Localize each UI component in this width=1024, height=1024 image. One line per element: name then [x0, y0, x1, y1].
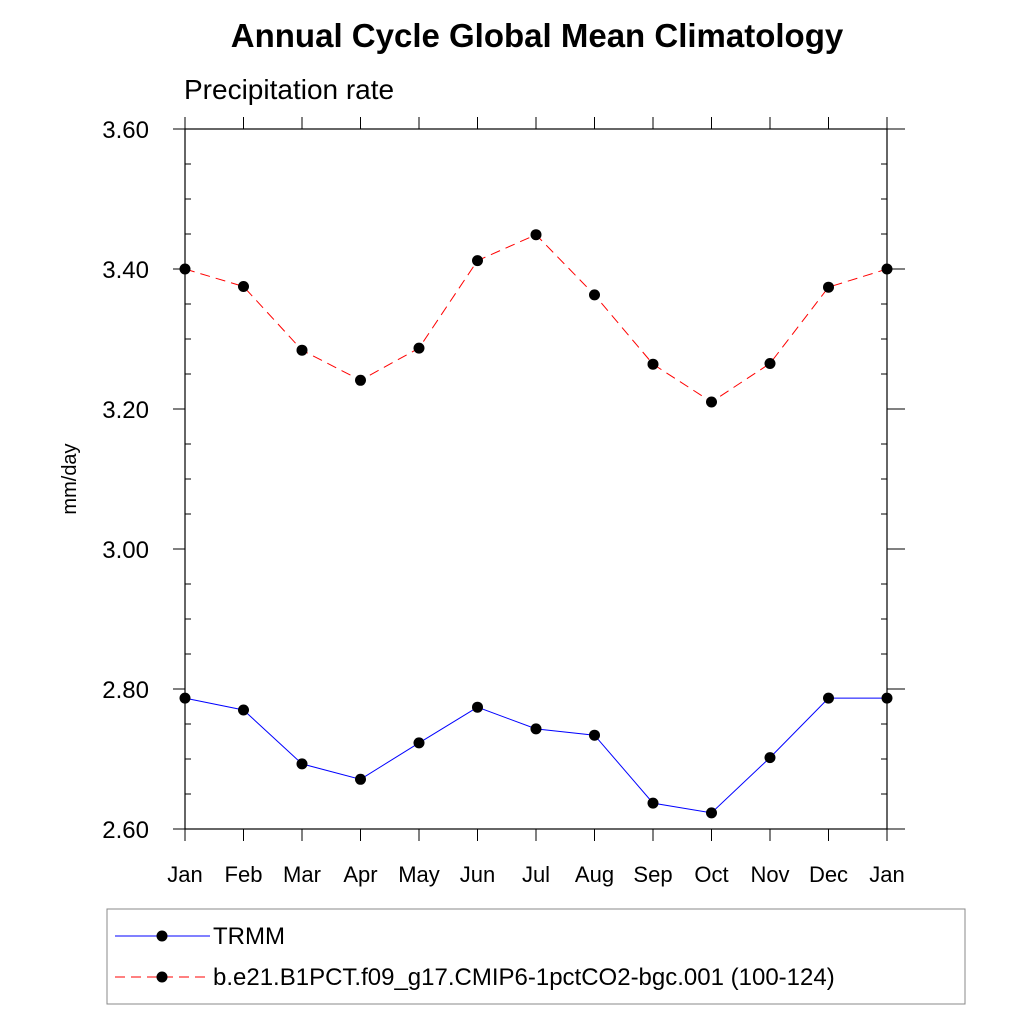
data-point-0-2 [296, 758, 308, 770]
data-point-1-7 [589, 289, 600, 301]
legend-label-0: TRMM [213, 923, 285, 950]
legend-box [106, 908, 966, 1005]
x-tick-label: Dec [809, 862, 848, 887]
data-point-0-0 [179, 692, 191, 704]
data-point-1-10 [764, 358, 776, 369]
y-tick-label: 3.20 [102, 397, 149, 424]
data-point-1-8 [647, 358, 659, 370]
y-tick-label: 3.00 [102, 537, 149, 564]
series-line-0 [184, 697, 887, 814]
y-tick-label: 2.80 [102, 677, 149, 704]
x-tick-label: Feb [225, 862, 263, 887]
data-point-1-12 [881, 263, 893, 275]
legend-marker-0 [156, 930, 168, 942]
data-point-1-9 [706, 396, 717, 408]
x-tick-labels: Jan Feb Mar Apr May Jun Jul Aug Sep Oct Nov Dec Jan [167, 862, 904, 887]
x-tick-label: Nov [750, 862, 789, 887]
data-point-0-8 [647, 797, 659, 809]
data-point-1-3 [355, 374, 366, 386]
data-point-0-1 [238, 704, 249, 716]
x-tick-label: Apr [343, 862, 377, 887]
x-tick-label: Aug [575, 862, 614, 887]
data-point-1-5 [472, 255, 483, 267]
x-tick-label: Jan [167, 862, 202, 887]
series-line-1 [184, 234, 888, 403]
x-tick-label: Mar [283, 862, 321, 887]
y-tick-label: 3.40 [102, 257, 149, 284]
chart-title: Annual Cycle Global Mean Climatology [231, 17, 844, 54]
x-tick-label: Jun [460, 862, 495, 887]
y-tick-label: 3.60 [102, 117, 149, 144]
data-point-1-4 [413, 342, 425, 354]
legend-marker-1 [156, 971, 168, 983]
data-point-0-7 [589, 729, 600, 741]
axis-ticks [173, 117, 905, 841]
x-tick-label: May [398, 862, 440, 887]
data-point-1-2 [296, 344, 308, 356]
series-layer [179, 229, 893, 819]
data-point-1-11 [823, 281, 834, 293]
data-point-0-6 [530, 723, 542, 735]
data-point-0-10 [764, 752, 776, 764]
data-point-0-5 [472, 701, 483, 713]
chart-subtitle: Precipitation rate [184, 74, 394, 105]
data-point-1-1 [238, 281, 249, 292]
data-point-0-11 [823, 692, 834, 704]
legend-label-1: b.e21.B1PCT.f09_g17.CMIP6-1pctCO2-bgc.00… [213, 964, 835, 991]
x-tick-label: Sep [633, 862, 672, 887]
data-point-0-12 [881, 692, 893, 704]
y-tick-label: 2.60 [102, 817, 149, 844]
data-point-1-6 [530, 229, 542, 241]
data-point-0-4 [413, 737, 425, 749]
x-tick-label: Oct [694, 862, 728, 887]
legend: TRMM b.e21.B1PCT.f09_g17.CMIP6-1pctCO2-bg… [115, 923, 835, 991]
data-point-1-0 [179, 263, 191, 275]
y-axis-label: mm/day [59, 443, 81, 514]
data-point-0-9 [706, 807, 717, 819]
x-tick-label: Jan [869, 862, 904, 887]
y-tick-labels: 2.60 2.80 3.00 3.20 3.40 3.60 [102, 117, 149, 844]
data-point-0-3 [355, 773, 366, 785]
x-tick-label: Jul [522, 862, 550, 887]
